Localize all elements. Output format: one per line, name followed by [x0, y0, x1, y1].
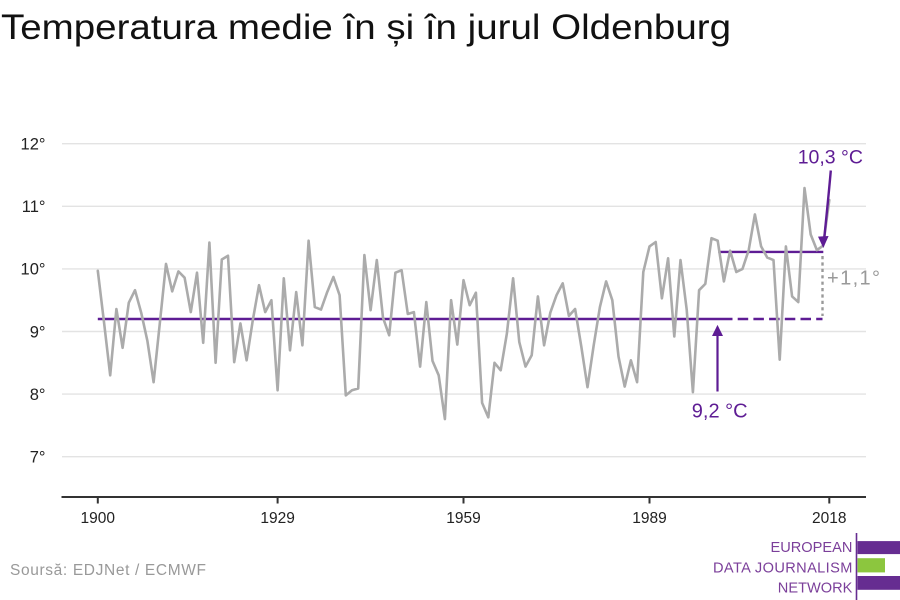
svg-text:1900: 1900	[81, 510, 116, 527]
svg-text:1989: 1989	[632, 510, 666, 527]
svg-text:11°: 11°	[22, 198, 46, 216]
svg-text:10°: 10°	[21, 261, 46, 279]
svg-text:1929: 1929	[260, 510, 294, 527]
svg-text:EUROPEAN: EUROPEAN	[770, 540, 852, 556]
svg-text:7°: 7°	[30, 449, 46, 467]
svg-text:9°: 9°	[30, 323, 46, 341]
svg-text:10,3 °C: 10,3 °C	[798, 146, 863, 168]
svg-text:12°: 12°	[21, 136, 46, 154]
svg-text:NETWORK: NETWORK	[778, 581, 853, 597]
svg-text:Soursă: EDJNet / ECMWF: Soursă: EDJNet / ECMWF	[10, 562, 206, 579]
svg-text:8°: 8°	[30, 386, 46, 404]
svg-text:Temperatura medie în și în jur: Temperatura medie în și în jurul Oldenbu…	[1, 8, 731, 47]
svg-text:1959: 1959	[446, 510, 480, 527]
svg-text:2018: 2018	[812, 510, 846, 527]
svg-text:DATA JOURNALISM: DATA JOURNALISM	[713, 561, 852, 577]
svg-text:+1,1°: +1,1°	[827, 267, 880, 289]
svg-text:9,2 °C: 9,2 °C	[692, 401, 748, 423]
